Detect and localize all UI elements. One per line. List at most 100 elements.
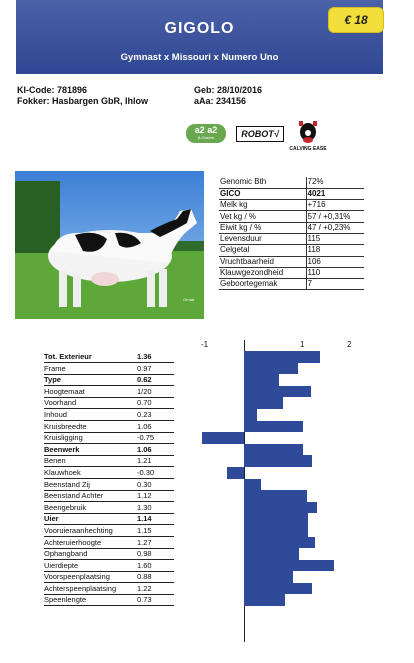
trait-name: Klauwhoek xyxy=(44,468,136,479)
aaa-code: aAa: 234156 xyxy=(194,96,247,106)
index-row: Genomic Bth 72% xyxy=(219,177,364,189)
trait-bar xyxy=(244,397,284,409)
tick-2: 2 xyxy=(347,340,352,349)
index-value: 57 / +0,31% xyxy=(306,210,364,223)
linear-row: Klauwhoek -0.30 xyxy=(44,466,390,479)
linear-row: Beenwerk 1.06 xyxy=(44,443,390,456)
index-label: GICO xyxy=(219,188,307,201)
trait-name: Uierdiepte xyxy=(44,561,136,572)
bull-name: GIGOLO xyxy=(164,20,235,37)
trait-name: Voorspeenplaatsing xyxy=(44,572,136,584)
price-badge: € 18 xyxy=(328,7,384,33)
linear-row: Beenstand Achter 1.12 xyxy=(44,490,390,503)
trait-bar xyxy=(244,594,285,607)
linear-row: Beengebruik 1.30 xyxy=(44,501,390,514)
trait-name: Beenstand Zij xyxy=(44,480,136,491)
linear-row: Achteruierhoogte 1.27 xyxy=(44,536,390,549)
trait-name: Ophangband xyxy=(44,549,136,561)
trait-value: 1.36 xyxy=(136,352,174,363)
index-label: Levensduur xyxy=(219,233,307,246)
cow-photo: Ormat xyxy=(15,171,204,319)
trait-name: Achterspeenplaatsing xyxy=(44,584,136,595)
index-label: Celgetal xyxy=(219,244,307,257)
cow-head-icon xyxy=(299,121,317,143)
trait-value: 1.27 xyxy=(136,538,174,549)
index-value: 47 / +0,23% xyxy=(306,222,364,234)
linear-row: Tot. Exterieur 1.36 xyxy=(44,351,390,363)
trait-value: -0.30 xyxy=(136,468,174,479)
calving-ease-label: CALVING EASE xyxy=(289,146,327,152)
trait-value: 1.15 xyxy=(136,526,174,537)
linear-row: Benen 1.21 xyxy=(44,455,390,468)
trait-value: 0.62 xyxy=(136,375,174,387)
trait-bar xyxy=(244,571,294,583)
a2-badge: a2 a2 β-Casein xyxy=(186,124,226,143)
trait-name: Hoogtemaat xyxy=(44,387,136,398)
index-row: GICO 4021 xyxy=(219,188,364,201)
trait-name: Kruisbreedte xyxy=(44,422,136,433)
a2-badge-label: a2 a2 xyxy=(194,125,218,135)
index-value: +716 xyxy=(306,199,364,212)
trait-name: Kruisligging xyxy=(44,433,136,445)
trait-value: 1.14 xyxy=(136,514,174,526)
id-right: Geb: 28/10/2016 aAa: 234156 xyxy=(194,85,262,107)
trait-bar xyxy=(227,466,244,479)
trait-value: 1.06 xyxy=(136,445,174,456)
trait-bar xyxy=(244,385,312,398)
a2-badge-sub: β-Casein xyxy=(197,135,215,140)
index-row: Melk kg +716 xyxy=(219,199,364,212)
linear-row: Vooruieraanhechting 1.15 xyxy=(44,524,390,537)
index-label: Genomic Bth xyxy=(219,177,307,189)
trait-name: Beenstand Achter xyxy=(44,491,136,503)
index-table: Genomic Bth 72% GICO 4021 Melk kg +716 Vet kg … xyxy=(219,177,364,291)
trait-value: 1.30 xyxy=(136,503,174,514)
header-band: GIGOLO Gymnast x Missouri x Numero Uno xyxy=(16,0,383,74)
trait-bar xyxy=(244,420,304,433)
id-left: KI-Code: 781896 Fokker: Hasbargen GbR, I… xyxy=(17,85,148,107)
trait-value: 0.97 xyxy=(136,364,174,375)
linear-row: Uierdiepte 1.60 xyxy=(44,559,390,572)
linear-row: Beenstand Zij 0.30 xyxy=(44,478,390,491)
photo-credit: Ormat xyxy=(183,297,195,302)
trait-bar xyxy=(244,490,307,502)
index-label: Eiwit kg / % xyxy=(219,222,307,234)
trait-value: 1.12 xyxy=(136,491,174,503)
trait-value: 0.88 xyxy=(136,572,174,584)
trait-name: Tot. Exterieur xyxy=(44,352,136,363)
trait-value: 0.98 xyxy=(136,549,174,561)
kicode: KI-Code: 781896 xyxy=(17,85,88,95)
trait-value: 1.60 xyxy=(136,561,174,572)
index-row: Vruchtbaarheid 106 xyxy=(219,256,364,268)
tick-neg1: -1 xyxy=(201,340,209,349)
robot-badge: ROBOT√ xyxy=(236,126,284,142)
trait-name: Vooruieraanhechting xyxy=(44,526,136,537)
linear-row: Inhoud 0.23 xyxy=(44,408,390,421)
index-value: 72% xyxy=(306,177,364,189)
trait-value: 1.22 xyxy=(136,584,174,595)
trait-name: Voorhand xyxy=(44,398,136,410)
trait-name: Benen xyxy=(44,456,136,468)
linear-row: Uier 1.14 xyxy=(44,513,390,526)
trait-bar xyxy=(244,443,304,456)
trait-bar xyxy=(244,478,261,491)
breeder: Fokker: Hasbargen GbR, Ihlow xyxy=(17,96,149,106)
linear-row: Achterspeenplaatsing 1.22 xyxy=(44,582,390,595)
index-row: Vet kg / % 57 / +0,31% xyxy=(219,210,364,223)
trait-name: Speenlengte xyxy=(44,595,136,607)
trait-bar xyxy=(244,559,334,572)
index-value: 115 xyxy=(306,233,364,246)
linear-row: Hoogtemaat 1/20 xyxy=(44,385,390,398)
trait-name: Achteruierhoogte xyxy=(44,538,136,549)
linear-row: Type 0.62 xyxy=(44,374,390,387)
trait-value: 0.73 xyxy=(136,595,174,607)
index-value: 7 xyxy=(306,278,364,291)
index-value: 4021 xyxy=(306,188,364,201)
trait-value: 1.21 xyxy=(136,456,174,468)
trait-name: Uier xyxy=(44,514,136,526)
index-value: 118 xyxy=(306,244,364,257)
trait-value: 0.70 xyxy=(136,398,174,410)
index-label: Geboortegemak xyxy=(219,278,307,291)
trait-bar xyxy=(244,582,313,595)
trait-name: Type xyxy=(44,375,136,387)
trait-name: Frame xyxy=(44,364,136,375)
